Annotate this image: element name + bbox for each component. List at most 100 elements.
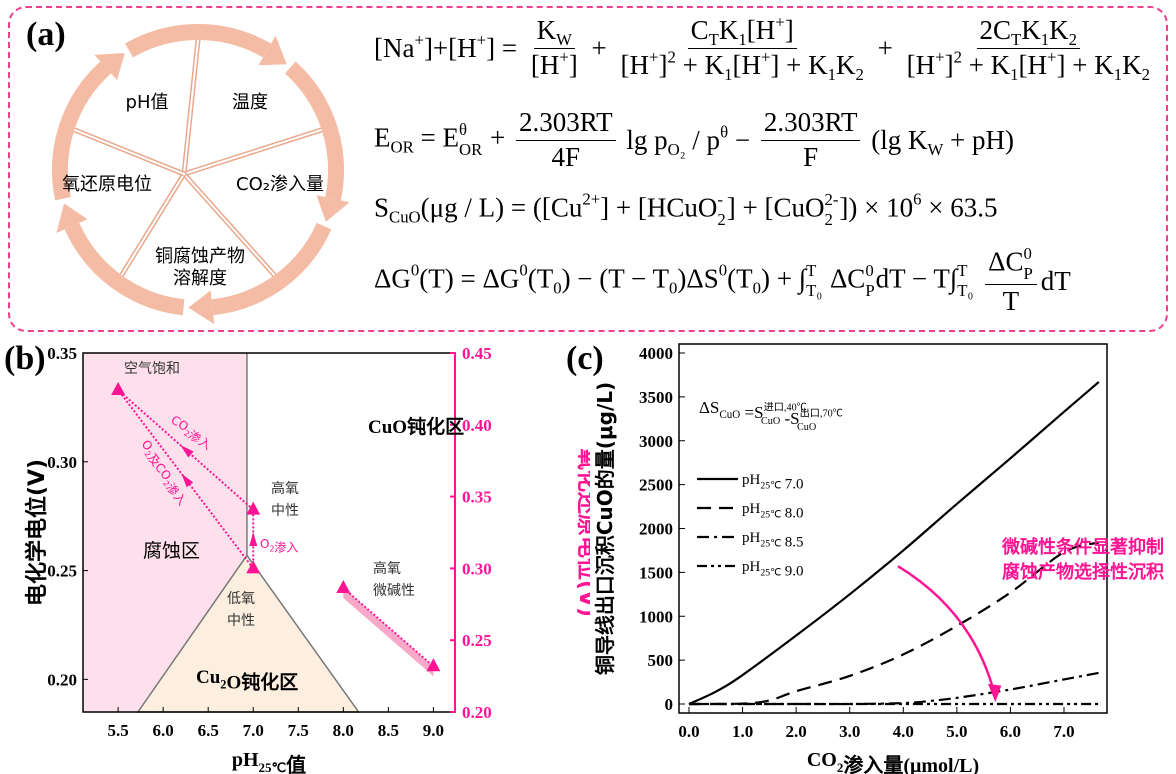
cycle-label: CO₂渗入量 (236, 174, 324, 195)
x-tick-label: 7.0 (243, 721, 264, 740)
cycle-spoke-inner (183, 128, 322, 175)
x-tick-label: 4.0 (893, 722, 914, 741)
y2-tick-label: 0.30 (462, 559, 492, 578)
equation-term: lg pO₂ / pθ − (619, 121, 757, 159)
arrowhead-icon (188, 290, 215, 325)
arrowhead-icon (987, 683, 1002, 703)
legend-label: pH25℃ 8.5 (742, 530, 804, 551)
arrowhead-icon (94, 52, 125, 81)
fraction: ΔC 0 P T (985, 245, 1037, 317)
x-axis-label: CO2渗入量(μmol/L) (807, 749, 979, 774)
y-tick-label: 0.20 (47, 670, 77, 689)
equation-term: SCuO(μg / L) = ([Cu2+] + [HCuO -2] + [CuO… (374, 189, 998, 229)
x-tick-label: 7.0 (1053, 722, 1074, 741)
cycle-label: 铜腐蚀产物溶解度 (155, 246, 245, 289)
x-tick-label: 6.5 (198, 721, 219, 740)
panel-a-label: (a) (26, 16, 66, 53)
fraction: KW [H+] (528, 15, 581, 80)
cycle-spoke-inner (73, 128, 185, 175)
equation-term: dT (1040, 266, 1071, 297)
y-tick-label: 1000 (639, 607, 673, 626)
arrowhead-icon (258, 35, 287, 66)
x-tick-label: 8.0 (333, 721, 354, 740)
data-point-triangle (426, 658, 441, 672)
arrowhead-icon (180, 445, 194, 458)
denominator: F (803, 141, 819, 172)
cycle-spoke-inner (183, 39, 199, 175)
y2-axis-label: 氧化还原电位(V) (574, 447, 590, 617)
denominator: 4F (551, 141, 581, 172)
fraction: CTK1[H+] [H+]2 + K1[H+] + K1K2 (618, 13, 867, 82)
denominator: [H+] (530, 46, 578, 80)
x-tick-label: 3.0 (839, 722, 860, 741)
annotation-arrow (897, 565, 996, 694)
y-tick-label: 500 (648, 651, 674, 670)
y-axis-label: 电化学电位(V) (24, 459, 50, 606)
y-tick-label: 2500 (639, 476, 673, 495)
y2-tick-label: 0.40 (462, 416, 492, 435)
arrowhead-icon (56, 203, 88, 234)
numerator: CTK1[H+] (687, 13, 797, 49)
data-point-triangle (336, 579, 351, 593)
data-point-triangle (111, 381, 126, 395)
equations: [Na+]+[H+] = KW [H+] + CTK1[H+] [H+]2 + K1… (374, 10, 1164, 328)
numerator: 2CTK1K2 (976, 15, 1081, 49)
x-tick-label: 5.5 (108, 721, 129, 740)
equation-term: ΔG0(T) = ΔG0(T0) − (T − T0)ΔS0(T0) + ∫ T T… (374, 261, 974, 301)
cu2o-region-label: Cu2O钝化区 (196, 667, 298, 694)
y-tick-label: 0.30 (47, 453, 77, 472)
data-point-triangle (246, 501, 261, 515)
arrowhead-icon (249, 532, 258, 547)
denominator: T (1002, 286, 1020, 317)
numerator: ΔC 0 P (985, 245, 1037, 286)
y-axis-label: 铜导线出口沉积CuO的量(μg/L) (593, 382, 617, 675)
delta-s-formula: ΔSCuO =S进口,40℃ CuO -S出口,70℃ CuO (699, 398, 843, 433)
equation-term: (lg KW + pH) (864, 124, 1014, 159)
x-tick-label: 5.0 (946, 722, 967, 741)
arrow-label: O2渗入 (260, 537, 298, 555)
y-tick-label: 2000 (639, 520, 673, 539)
x-tick-label: 9.0 (423, 721, 444, 740)
cycle-spoke-inner (183, 173, 276, 276)
plot-frame (678, 343, 1108, 714)
fraction: 2CTK1K2 [H+]2 + K1[H+] + K1K2 (904, 15, 1153, 84)
y-tick-label: 3500 (639, 388, 673, 407)
panel-a-frame (8, 6, 1168, 332)
cycle-arc (125, 24, 271, 58)
arrowhead-icon (316, 195, 350, 222)
cycle-label: 温度 (232, 92, 268, 113)
numerator: 2.303RT (760, 107, 861, 141)
fraction: 2.303RT 4F (515, 107, 616, 172)
corrosion-region-label: 腐蚀区 (143, 540, 200, 562)
denominator: [H+]2 + K1[H+] + K1K2 (906, 46, 1150, 84)
numerator: KW (533, 15, 575, 49)
y-tick-label: 3000 (639, 432, 673, 451)
arrowhead-icon (181, 473, 194, 488)
point-label: 低氧中性 (227, 591, 255, 629)
y2-tick-label: 0.25 (462, 631, 492, 650)
cycle-arc (284, 61, 344, 201)
y-tick-label: 1500 (639, 563, 673, 582)
x-tick-label: 8.5 (378, 721, 399, 740)
cycle-spoke-inner (120, 173, 185, 276)
y2-tick-label: 0.35 (462, 488, 492, 507)
cuo-region-label: CuO钝化区 (368, 415, 464, 438)
equation-4: ΔG0(T) = ΔG0(T0) − (T − T0)ΔS0(T0) + ∫ T T… (374, 245, 1071, 317)
y-tick-label: 0.35 (47, 344, 77, 363)
panel-b-label: (b) (4, 340, 46, 377)
equation-term: [Na+]+[H+] = (374, 29, 524, 63)
potential-ph-diagram: 5.5 6.0 6.5 7.0 7.5 8.0 8.5 9.0 0.20 0.25 0.30 0.35… (24, 344, 590, 774)
legend-label: pH25℃ 9.0 (742, 559, 804, 580)
point-label: 高氧微碱性 (373, 560, 415, 599)
trend-band (343, 587, 434, 677)
y2-tick-label: 0.45 (462, 344, 492, 363)
equation-term: + (870, 32, 900, 63)
y2-tick-label: 0.20 (462, 703, 492, 722)
x-tick-label: 6.0 (153, 721, 174, 740)
series-line (688, 381, 1100, 705)
point-label: 高氧中性 (271, 480, 299, 519)
corrosion-region (83, 353, 247, 712)
x-tick-label: 1.0 (732, 722, 753, 741)
